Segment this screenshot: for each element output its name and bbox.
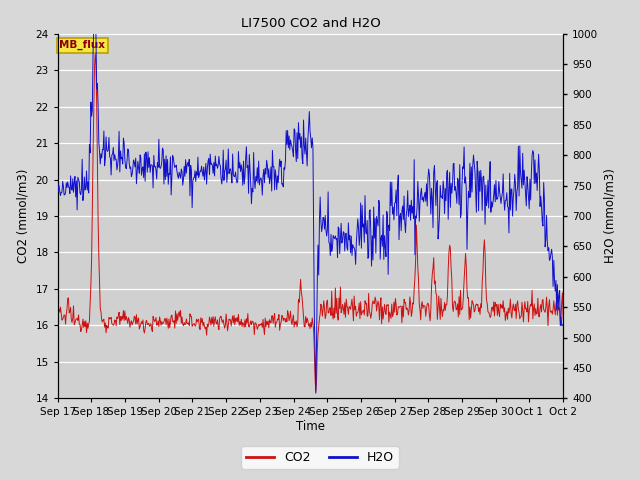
X-axis label: Time: Time [296, 420, 325, 433]
Title: LI7500 CO2 and H2O: LI7500 CO2 and H2O [241, 17, 380, 30]
Text: MB_flux: MB_flux [59, 40, 105, 50]
Legend: CO2, H2O: CO2, H2O [241, 446, 399, 469]
Y-axis label: H2O (mmol/m3): H2O (mmol/m3) [604, 168, 617, 264]
Y-axis label: CO2 (mmol/m3): CO2 (mmol/m3) [17, 169, 30, 263]
